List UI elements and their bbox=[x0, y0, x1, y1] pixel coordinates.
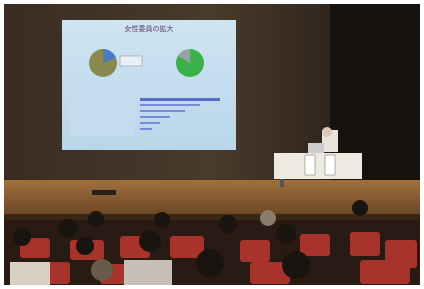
stage-monitor bbox=[92, 190, 116, 195]
slide-callout bbox=[120, 56, 142, 66]
laptop bbox=[308, 143, 324, 153]
podium-sign bbox=[305, 155, 315, 175]
audience-head-gray bbox=[260, 210, 276, 226]
podium-sign bbox=[325, 155, 335, 175]
slide-bar bbox=[140, 122, 160, 124]
photo: 女性委員の拡大 bbox=[0, 0, 424, 289]
page: 女性委員の拡大 (() => { const data = JSON.parse… bbox=[0, 0, 424, 289]
slide-title: 女性委員の拡大 bbox=[125, 24, 174, 33]
slide-bar bbox=[140, 110, 185, 112]
slide-bar bbox=[140, 116, 170, 118]
audience-head-gray bbox=[91, 259, 113, 281]
audience-shirt bbox=[124, 260, 172, 285]
slide-bar bbox=[140, 104, 200, 106]
podium bbox=[274, 153, 362, 179]
slide-text-block bbox=[70, 96, 135, 136]
audience-shirt bbox=[10, 262, 50, 285]
podium-leg bbox=[280, 179, 284, 187]
slide-bar bbox=[140, 98, 220, 101]
slide-bar bbox=[140, 128, 152, 130]
speaker-head bbox=[322, 127, 332, 137]
